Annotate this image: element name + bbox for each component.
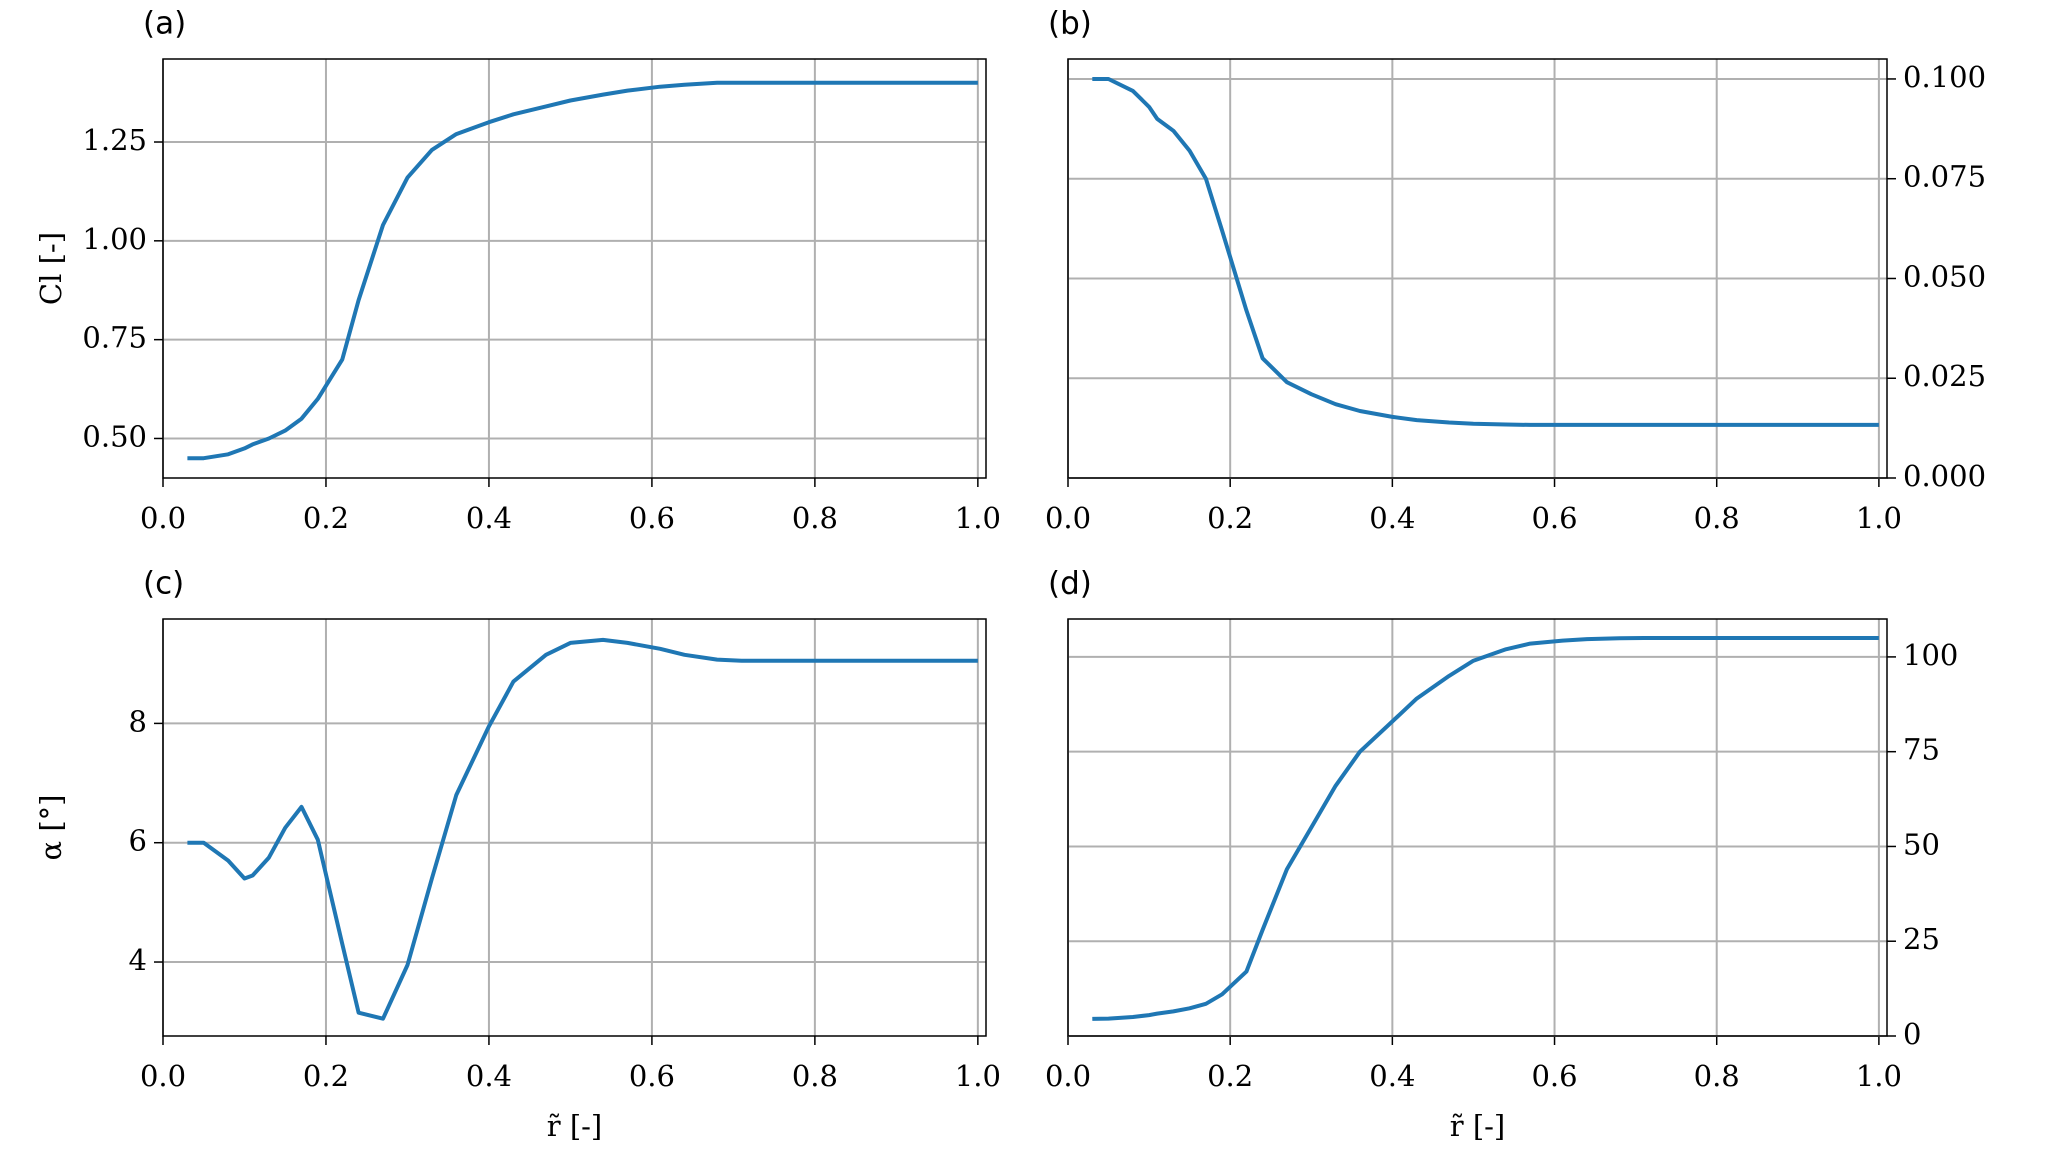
panel-label: (b) — [1048, 6, 1092, 42]
x-tick-label: 0.4 — [466, 501, 512, 535]
x-tick-label: 0.6 — [629, 1059, 675, 1093]
data-line — [1092, 636, 1879, 1021]
y-tick-label: 1.00 — [82, 222, 147, 256]
data-line — [187, 80, 978, 461]
y-tick-label: 50 — [1903, 827, 1940, 861]
y-axis-label: Cl [-] — [34, 232, 68, 305]
x-tick-label: 0.0 — [140, 1059, 186, 1093]
x-tick-label: 1.0 — [955, 501, 1001, 535]
x-tick-label: 0.2 — [1207, 501, 1253, 535]
x-tick-label: 0.2 — [1207, 1059, 1253, 1093]
y-tick-label: 0.75 — [82, 321, 147, 355]
data-line — [187, 637, 978, 1021]
x-tick-label: 0.0 — [140, 501, 186, 535]
y-tick-label: 0.100 — [1903, 60, 1986, 94]
y-tick-label: 8 — [129, 704, 147, 738]
x-tick-label: 0.4 — [1369, 501, 1415, 535]
x-tick-label: 0.4 — [1369, 1059, 1415, 1093]
x-tick-label: 0.2 — [303, 1059, 349, 1093]
data-line — [1092, 77, 1879, 427]
y-tick-label: 0.075 — [1903, 160, 1986, 194]
x-tick-label: 0.0 — [1045, 501, 1091, 535]
y-tick-label: 6 — [129, 824, 147, 858]
plot-frame — [162, 58, 987, 479]
panel-label: (c) — [143, 566, 184, 602]
x-tick-label: 0.0 — [1045, 1059, 1091, 1093]
plot-frame — [1067, 618, 1888, 1037]
x-tick-label: 0.6 — [1531, 501, 1577, 535]
x-axis-label: r̃ [-] — [1450, 1109, 1506, 1143]
x-tick-label: 0.8 — [1694, 1059, 1740, 1093]
y-tick-label: 4 — [129, 943, 147, 977]
x-tick-label: 0.2 — [303, 501, 349, 535]
x-tick-label: 0.4 — [466, 1059, 512, 1093]
x-tick-label: 1.0 — [955, 1059, 1001, 1093]
x-tick-label: 0.8 — [1694, 501, 1740, 535]
panel-label: (a) — [143, 6, 186, 42]
y-axis-label: α [°] — [34, 795, 68, 861]
x-axis-label: r̃ [-] — [547, 1109, 603, 1143]
x-tick-label: 0.6 — [629, 501, 675, 535]
y-tick-label: 0 — [1903, 1017, 1921, 1051]
y-tick-label: 0.050 — [1903, 259, 1986, 293]
x-tick-label: 1.0 — [1856, 1059, 1902, 1093]
panel-label: (d) — [1048, 566, 1092, 602]
y-tick-label: 25 — [1903, 922, 1940, 956]
y-tick-label: 0.000 — [1903, 459, 1986, 493]
x-tick-label: 1.0 — [1856, 501, 1902, 535]
plot-frame — [162, 618, 987, 1037]
x-tick-label: 0.8 — [792, 501, 838, 535]
plot-frame — [1067, 58, 1888, 479]
x-tick-label: 0.8 — [792, 1059, 838, 1093]
x-tick-label: 0.6 — [1531, 1059, 1577, 1093]
y-tick-label: 100 — [1903, 638, 1958, 672]
y-tick-label: 75 — [1903, 733, 1940, 767]
y-tick-label: 1.25 — [82, 123, 147, 157]
y-tick-label: 0.025 — [1903, 359, 1986, 393]
y-tick-label: 0.50 — [82, 419, 147, 453]
